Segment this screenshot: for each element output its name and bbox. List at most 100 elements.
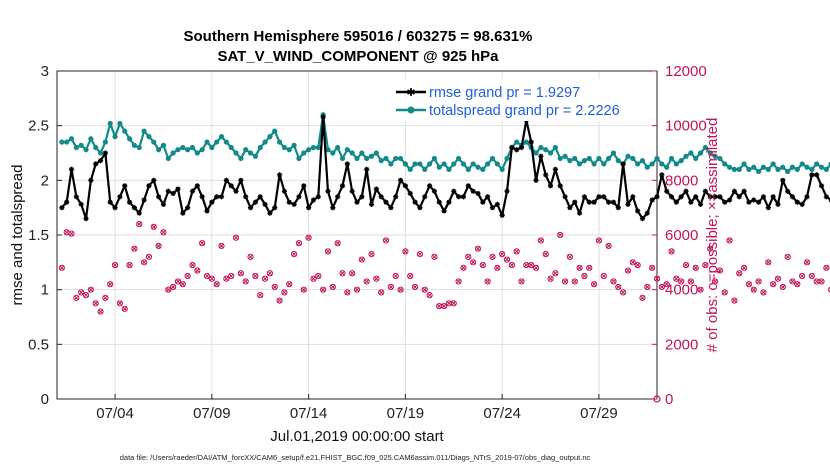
totalspread-point xyxy=(267,134,273,140)
obs-assimilated-point xyxy=(146,254,152,260)
rmse-point xyxy=(209,199,215,205)
rmse-point xyxy=(73,194,79,200)
obs-possible-point xyxy=(358,256,365,263)
totalspread-point xyxy=(736,166,742,172)
totalspread-point xyxy=(364,155,370,162)
obs-possible-point xyxy=(203,272,211,280)
obs-assimilated-point xyxy=(156,243,162,249)
obs-possible-point xyxy=(305,234,312,241)
rmse-point xyxy=(736,194,742,200)
obs-possible-point xyxy=(794,281,801,288)
totalspread-point xyxy=(441,161,447,167)
rmse-point xyxy=(489,205,496,211)
obs-possible-point xyxy=(731,297,738,304)
obs-assimilated-point xyxy=(83,292,89,298)
obs-assimilated-point xyxy=(567,254,573,260)
obs-possible-point xyxy=(150,223,157,230)
obs-assimilated-point xyxy=(223,276,229,282)
totalspread-point xyxy=(422,166,428,172)
obs-possible-point xyxy=(300,286,307,293)
obs-assimilated-point xyxy=(209,276,215,282)
rmse-point xyxy=(141,197,147,203)
obs-possible-point xyxy=(257,292,264,299)
totalspread-point xyxy=(93,144,99,151)
rmse-point xyxy=(88,177,94,183)
obs-possible-point xyxy=(586,264,593,271)
totalspread-point xyxy=(436,164,442,170)
totalspread-point xyxy=(160,142,167,148)
obs-possible-point xyxy=(295,240,303,247)
obs-possible-point xyxy=(232,234,240,241)
obs-possible-point xyxy=(745,281,753,288)
obs-assimilated-point xyxy=(238,270,244,276)
obs-assimilated-point xyxy=(756,278,762,285)
totalspread-point xyxy=(606,155,612,162)
obs-assimilated-point xyxy=(630,259,636,265)
rmse-point xyxy=(286,199,292,205)
rmse-point xyxy=(756,199,762,205)
obs-possible-point xyxy=(194,267,201,274)
obs-possible-point xyxy=(290,251,298,258)
totalspread-point xyxy=(388,161,394,167)
rmse-point xyxy=(485,194,491,200)
totalspread-point xyxy=(344,147,350,153)
obs-possible-point xyxy=(828,286,830,293)
obs-possible-point xyxy=(532,264,540,271)
rmse-point xyxy=(102,150,108,156)
rmse-point xyxy=(494,201,500,207)
obs-assimilated-point xyxy=(151,224,157,230)
obs-assimilated-point xyxy=(504,257,510,263)
rmse-point xyxy=(668,194,675,200)
y-tick-right-label: 4000 xyxy=(665,282,698,299)
totalspread-point xyxy=(73,144,79,151)
rmse-point xyxy=(233,188,239,194)
obs-possible-point xyxy=(499,251,506,258)
obs-possible-point xyxy=(237,270,244,277)
y-tick-left-label: 2.5 xyxy=(28,118,49,135)
obs-possible-point xyxy=(692,264,699,271)
totalspread-point xyxy=(780,164,786,170)
obs-assimilated-point xyxy=(286,281,292,287)
obs-possible-point xyxy=(620,289,627,296)
obs-possible-point xyxy=(223,275,230,282)
rmse-point xyxy=(199,194,205,200)
obs-possible-point xyxy=(82,292,90,299)
totalspread-point xyxy=(494,161,500,167)
x-tick-label: 07/29 xyxy=(580,405,618,422)
totalspread-point xyxy=(523,139,529,145)
rmse-point xyxy=(422,194,428,200)
totalspread-point xyxy=(533,150,539,156)
obs-assimilated-point xyxy=(388,284,394,290)
totalspread-point xyxy=(359,150,365,156)
obs-possible-point xyxy=(513,248,520,255)
rmse-point xyxy=(731,188,738,194)
rmse-point xyxy=(397,177,404,183)
totalspread-point xyxy=(635,161,641,167)
totalspread-point xyxy=(426,161,433,167)
obs-assimilated-point xyxy=(441,303,447,309)
rmse-point xyxy=(688,199,694,205)
rmse-point xyxy=(339,183,346,189)
obs-possible-point xyxy=(760,289,767,296)
y-tick-right-label: 10000 xyxy=(665,118,707,135)
obs-assimilated-point xyxy=(165,287,171,293)
totalspread-point xyxy=(276,139,283,145)
obs-possible-point xyxy=(199,240,206,247)
obs-possible-point xyxy=(803,259,811,266)
totalspread-point xyxy=(475,164,481,170)
obs-assimilated-point xyxy=(625,267,631,274)
obs-possible-point xyxy=(697,286,704,293)
obs-possible-point xyxy=(170,283,177,291)
obs-possible-point xyxy=(707,245,714,252)
rmse-point xyxy=(156,194,162,200)
obs-possible-point xyxy=(329,283,336,291)
totalspread-point xyxy=(697,150,704,156)
obs-assimilated-point xyxy=(741,265,747,271)
obs-assimilated-point xyxy=(354,287,360,293)
rmse-point xyxy=(644,210,650,216)
rmse-point xyxy=(567,205,573,211)
rmse-point xyxy=(247,205,254,211)
rmse-point xyxy=(378,194,384,200)
obs-assimilated-point xyxy=(175,278,181,285)
obs-assimilated-point xyxy=(78,289,84,295)
